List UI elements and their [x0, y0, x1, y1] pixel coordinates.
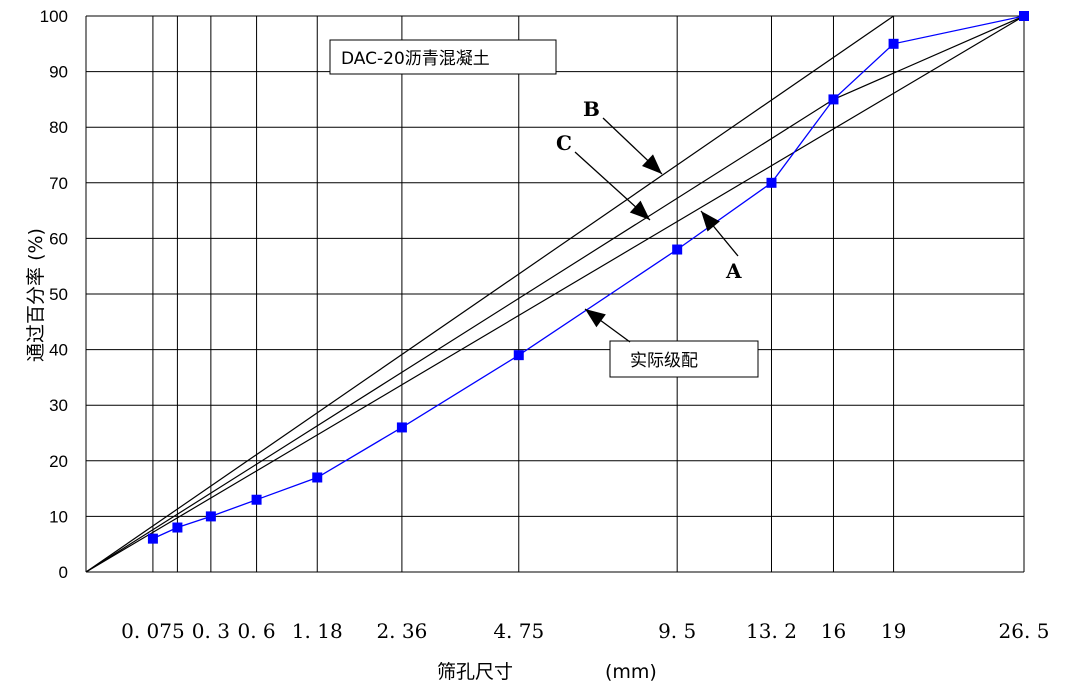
x-axis-ticks: 0. 075 0. 3 0. 6 1. 18 2. 36 4. 75 9. 5 13. 2 16… — [121, 619, 1049, 643]
x-tick-label: 0. 6 — [237, 619, 275, 643]
actual-grading-label-box — [609, 340, 759, 378]
x-tick-label: 19 — [881, 619, 906, 643]
data-point — [513, 350, 524, 361]
x-tick-label: 9. 5 — [658, 619, 696, 643]
arrow-actual-head — [585, 309, 606, 328]
label-b: B — [583, 97, 600, 121]
y-tick-label: 0 — [59, 563, 68, 582]
y-axis-title: 通过百分率 (%) — [25, 228, 47, 362]
arrow-c-head — [629, 200, 650, 220]
y-tick-label: 10 — [49, 507, 68, 526]
y-tick-label: 30 — [49, 396, 68, 415]
x-axis-title: 筛孔尺寸 — [437, 661, 513, 683]
reference-line-b — [85, 15, 894, 573]
chart-title: DAC-20沥青混凝土 — [341, 49, 490, 69]
arrow-b-head — [641, 154, 662, 174]
data-point — [396, 422, 407, 433]
y-tick-label: 20 — [49, 452, 68, 471]
x-tick-label: 16 — [821, 619, 846, 643]
x-axis-unit: (mm) — [605, 661, 657, 683]
series-actual — [147, 11, 1029, 544]
data-point — [312, 472, 323, 483]
data-point — [205, 511, 216, 522]
data-point — [828, 94, 839, 105]
actual-grading-line — [152, 15, 1025, 540]
x-tick-label: 13. 2 — [746, 619, 797, 643]
x-tick-label: 2. 36 — [376, 619, 427, 643]
x-tick-label: 1. 18 — [292, 619, 343, 643]
data-point — [672, 244, 683, 255]
data-point — [172, 522, 183, 533]
data-point — [251, 494, 262, 505]
x-tick-label: 0. 075 — [121, 619, 185, 643]
y-axis-ticks: 0 10 20 30 40 50 60 70 80 90 100 — [40, 7, 68, 582]
data-point — [147, 533, 158, 544]
grid — [85, 15, 1025, 573]
annotation-arrows — [574, 117, 739, 343]
reference-line-a — [85, 15, 1025, 573]
y-tick-label: 90 — [49, 63, 68, 82]
data-point — [888, 38, 899, 49]
actual-grading-label: 实际级配 — [630, 351, 698, 371]
y-tick-label: 40 — [49, 341, 68, 360]
y-tick-label: 80 — [49, 118, 68, 137]
data-point — [1019, 11, 1029, 21]
x-tick-label: 4. 75 — [493, 619, 544, 643]
y-tick-label: 70 — [49, 174, 68, 193]
x-tick-label: 0. 3 — [192, 619, 230, 643]
y-tick-label: 60 — [49, 229, 68, 248]
data-point — [766, 177, 777, 188]
label-c: C — [556, 131, 572, 155]
y-tick-label: 100 — [40, 7, 68, 26]
annotations: B C A — [556, 97, 742, 343]
y-tick-label: 50 — [49, 285, 68, 304]
arrow-a-head — [701, 211, 720, 232]
x-tick-label: 26. 5 — [999, 619, 1050, 643]
label-a: A — [725, 259, 742, 283]
title-box — [329, 39, 557, 75]
